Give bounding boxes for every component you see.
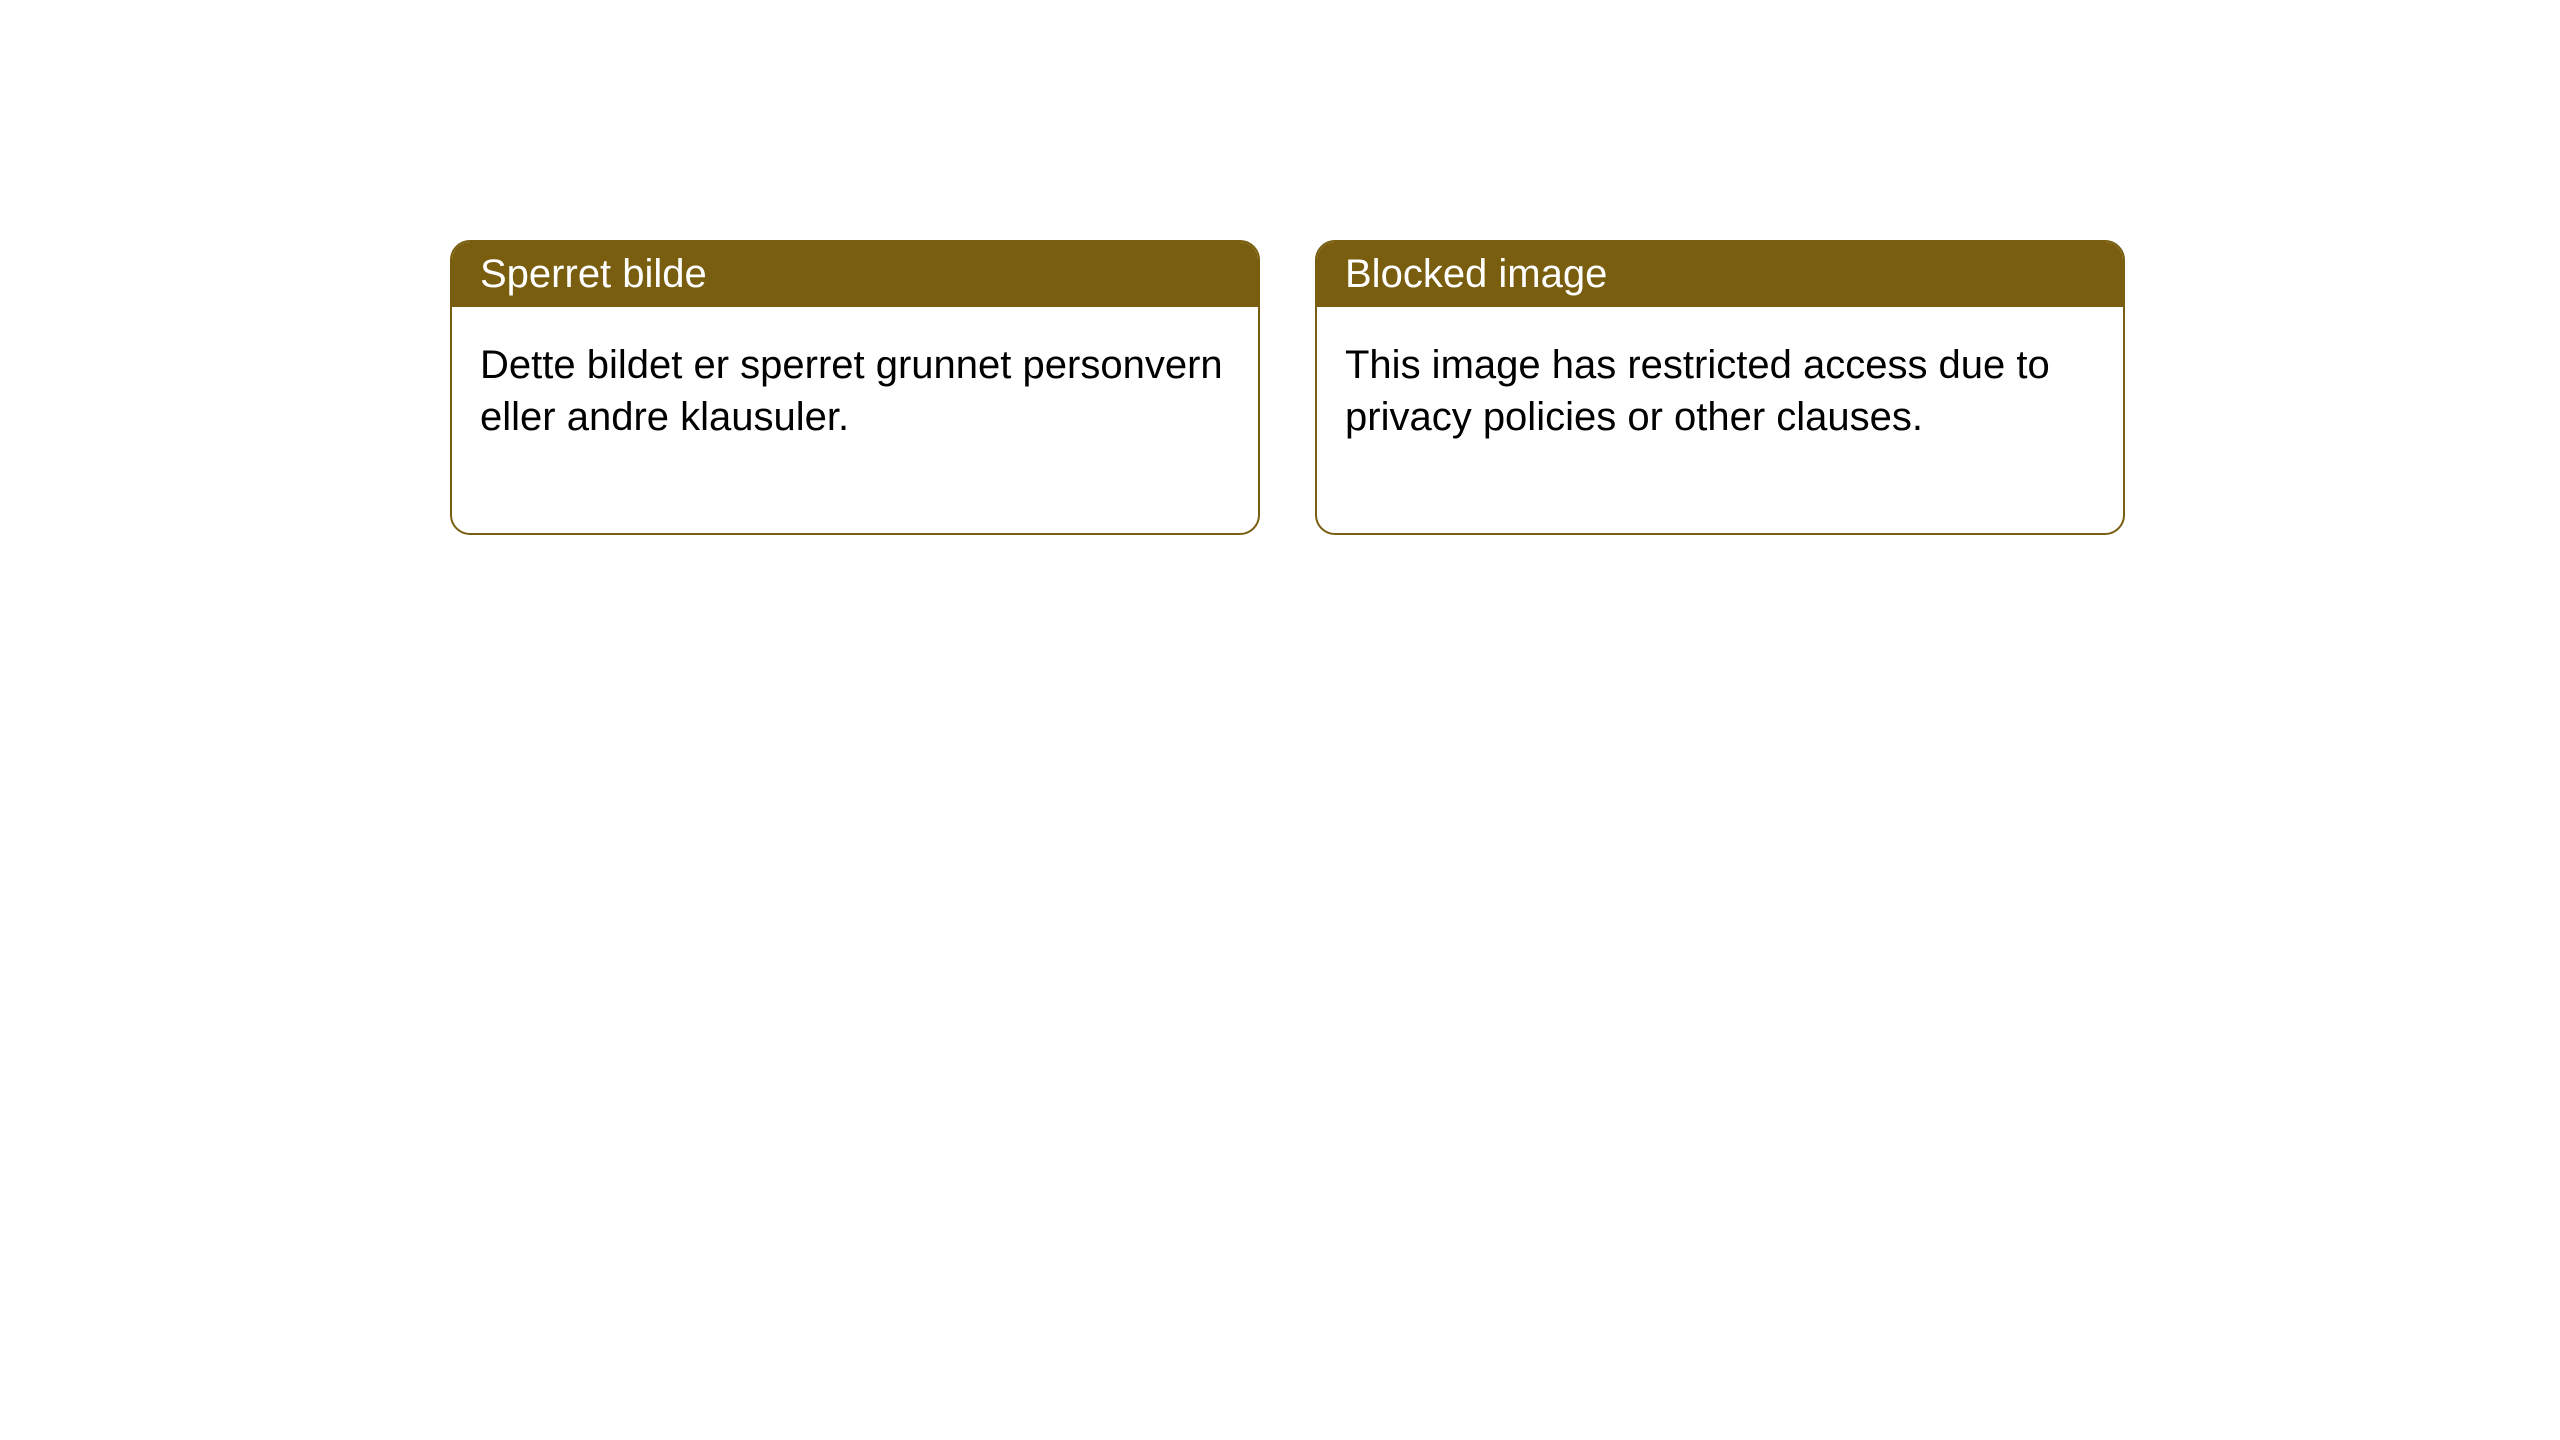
blocked-image-card-english: Blocked image This image has restricted … (1315, 240, 2125, 535)
notice-cards-container: Sperret bilde Dette bildet er sperret gr… (0, 0, 2560, 535)
card-title: Sperret bilde (452, 242, 1258, 307)
card-body-text: Dette bildet er sperret grunnet personve… (452, 307, 1258, 533)
card-body-text: This image has restricted access due to … (1317, 307, 2123, 533)
blocked-image-card-norwegian: Sperret bilde Dette bildet er sperret gr… (450, 240, 1260, 535)
card-title: Blocked image (1317, 242, 2123, 307)
